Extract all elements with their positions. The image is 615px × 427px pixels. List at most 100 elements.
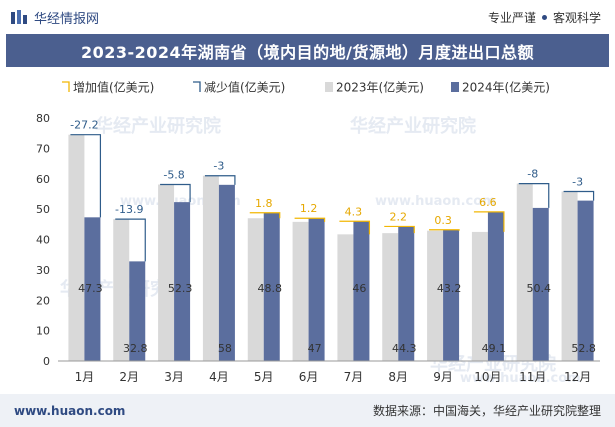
watermark-text: 华经产业研究院 bbox=[95, 115, 221, 137]
x-tick-label: 8月 bbox=[388, 370, 408, 384]
legend-label-inc: 增加值(亿美元) bbox=[73, 80, 154, 95]
bar-2024 bbox=[487, 211, 504, 361]
y-tick-label: 50 bbox=[36, 203, 50, 216]
legend-increase-marker bbox=[62, 81, 70, 92]
decrease-indicator bbox=[160, 183, 191, 203]
x-tick-label: 6月 bbox=[299, 370, 319, 384]
x-tick-label: 3月 bbox=[164, 370, 184, 384]
decrease-indicator bbox=[115, 218, 146, 262]
change-label: -27.2 bbox=[70, 119, 98, 132]
bar-2024 bbox=[353, 221, 370, 361]
bar-2023 bbox=[292, 221, 309, 361]
bar-2023 bbox=[382, 233, 399, 361]
chart-title: 2023-2024年湖南省（境内目的地/货源地）月度进出口总额 bbox=[80, 42, 535, 62]
watermark-text: www.huaon.com bbox=[375, 194, 496, 209]
x-tick-label: 12月 bbox=[564, 370, 591, 384]
chart: 华经产业研究院 华经产业研究院 www.huaon.com www.huaon.com… bbox=[36, 80, 600, 386]
legend-swatch-s23 bbox=[325, 82, 333, 92]
y-tick-label: 60 bbox=[36, 173, 50, 186]
x-tick-label: 10月 bbox=[474, 370, 501, 384]
bar-2023 bbox=[113, 219, 130, 361]
bar-2024 bbox=[263, 212, 280, 361]
decrease-indicator bbox=[204, 175, 236, 185]
change-label: -8 bbox=[527, 168, 538, 181]
bar-2024-value-label: 58 bbox=[218, 342, 232, 355]
brand-logo-icon bbox=[11, 10, 27, 24]
bar-2024-value-label: 47.3 bbox=[78, 282, 103, 295]
change-label: 1.8 bbox=[255, 197, 273, 210]
change-label: 0.3 bbox=[434, 214, 452, 227]
watermark-text: 华经产业研究院 bbox=[350, 115, 476, 137]
x-tick-label: 9月 bbox=[433, 370, 453, 384]
top-bar: 华经情报网 专业严谨 客观科学 bbox=[0, 0, 615, 34]
bar-2023 bbox=[427, 230, 444, 361]
legend-label-dec: 减少值(亿美元) bbox=[204, 80, 285, 95]
legend-label-s24: 2024年(亿美元) bbox=[462, 80, 550, 95]
legend-swatch-s24 bbox=[451, 82, 459, 92]
bar-2024 bbox=[129, 261, 146, 361]
tag-separator-dot bbox=[541, 14, 547, 20]
bar-2024 bbox=[443, 229, 460, 361]
x-tick-label: 2月 bbox=[119, 370, 139, 384]
legend-label-s23: 2023年(亿美元) bbox=[336, 80, 424, 95]
brand: 华经情报网 bbox=[10, 8, 99, 27]
decrease-indicator bbox=[518, 183, 550, 208]
change-label: 2.2 bbox=[390, 210, 408, 223]
footer: www.huaon.com 数据来源：中国海关，华经产业研究院整理 bbox=[0, 394, 615, 427]
y-tick-label: 80 bbox=[36, 112, 50, 125]
decrease-indicator bbox=[563, 190, 595, 201]
increase-indicator bbox=[294, 217, 326, 222]
x-tick-label: 11月 bbox=[519, 370, 546, 384]
increase-indicator bbox=[384, 225, 415, 234]
bar-2024-value-label: 32.8 bbox=[123, 342, 148, 355]
y-tick-label: 30 bbox=[36, 264, 50, 277]
bar-2024 bbox=[308, 218, 325, 361]
x-tick-label: 4月 bbox=[209, 370, 229, 384]
y-tick-label: 70 bbox=[36, 142, 50, 155]
bar-2024-value-label: 49.1 bbox=[482, 342, 507, 355]
bar-2023 bbox=[561, 191, 578, 361]
bar-2024-value-label: 52.3 bbox=[168, 282, 193, 295]
bar-2024-value-label: 47 bbox=[308, 342, 322, 355]
bar-2024 bbox=[84, 217, 101, 361]
slogan-tags: 专业严谨 客观科学 bbox=[488, 9, 601, 26]
bar-2023 bbox=[516, 183, 533, 361]
footer-source: 数据来源：中国海关，华经产业研究院整理 bbox=[372, 404, 601, 418]
tag-objective: 客观科学 bbox=[552, 10, 601, 25]
x-tick-label: 1月 bbox=[75, 370, 95, 384]
x-tick-label: 7月 bbox=[344, 370, 364, 384]
bar-2024-value-label: 44.3 bbox=[392, 342, 417, 355]
change-label: -13.9 bbox=[115, 203, 143, 216]
tag-professional: 专业严谨 bbox=[487, 10, 536, 25]
bar-2024-value-label: 50.4 bbox=[527, 282, 552, 295]
bar-2024 bbox=[532, 207, 549, 361]
increase-indicator bbox=[249, 212, 281, 219]
bar-2023 bbox=[247, 218, 264, 361]
watermark-text: www.huaon.com bbox=[460, 371, 581, 386]
y-tick-label: 0 bbox=[43, 355, 50, 368]
legend-decrease-marker bbox=[193, 81, 201, 92]
change-label: 6.6 bbox=[479, 196, 497, 209]
footer-site: www.huaon.com bbox=[14, 403, 126, 418]
change-label: 1.2 bbox=[300, 202, 318, 215]
bar-2024-value-label: 52.8 bbox=[571, 342, 596, 355]
decrease-indicator bbox=[70, 134, 102, 218]
bar-2024 bbox=[398, 226, 415, 361]
bar-2024-value-label: 43.2 bbox=[437, 282, 462, 295]
bar-2023 bbox=[471, 231, 488, 361]
y-tick-label: 40 bbox=[36, 234, 50, 247]
bar-2024 bbox=[577, 200, 594, 361]
bar-2024 bbox=[174, 202, 191, 361]
bar-2023 bbox=[158, 184, 175, 361]
bar-2023 bbox=[337, 234, 354, 361]
bar-2024-value-label: 48.8 bbox=[258, 282, 283, 295]
bar-2023 bbox=[68, 134, 85, 361]
y-tick-label: 20 bbox=[36, 294, 50, 307]
bar-2024-value-label: 46 bbox=[352, 282, 366, 295]
x-tick-label: 5月 bbox=[254, 370, 274, 384]
increase-indicator bbox=[429, 229, 460, 231]
change-label: -5.8 bbox=[163, 169, 184, 182]
y-tick-label: 10 bbox=[36, 325, 50, 338]
change-label: -3 bbox=[213, 160, 224, 173]
change-label: 4.3 bbox=[345, 205, 363, 218]
